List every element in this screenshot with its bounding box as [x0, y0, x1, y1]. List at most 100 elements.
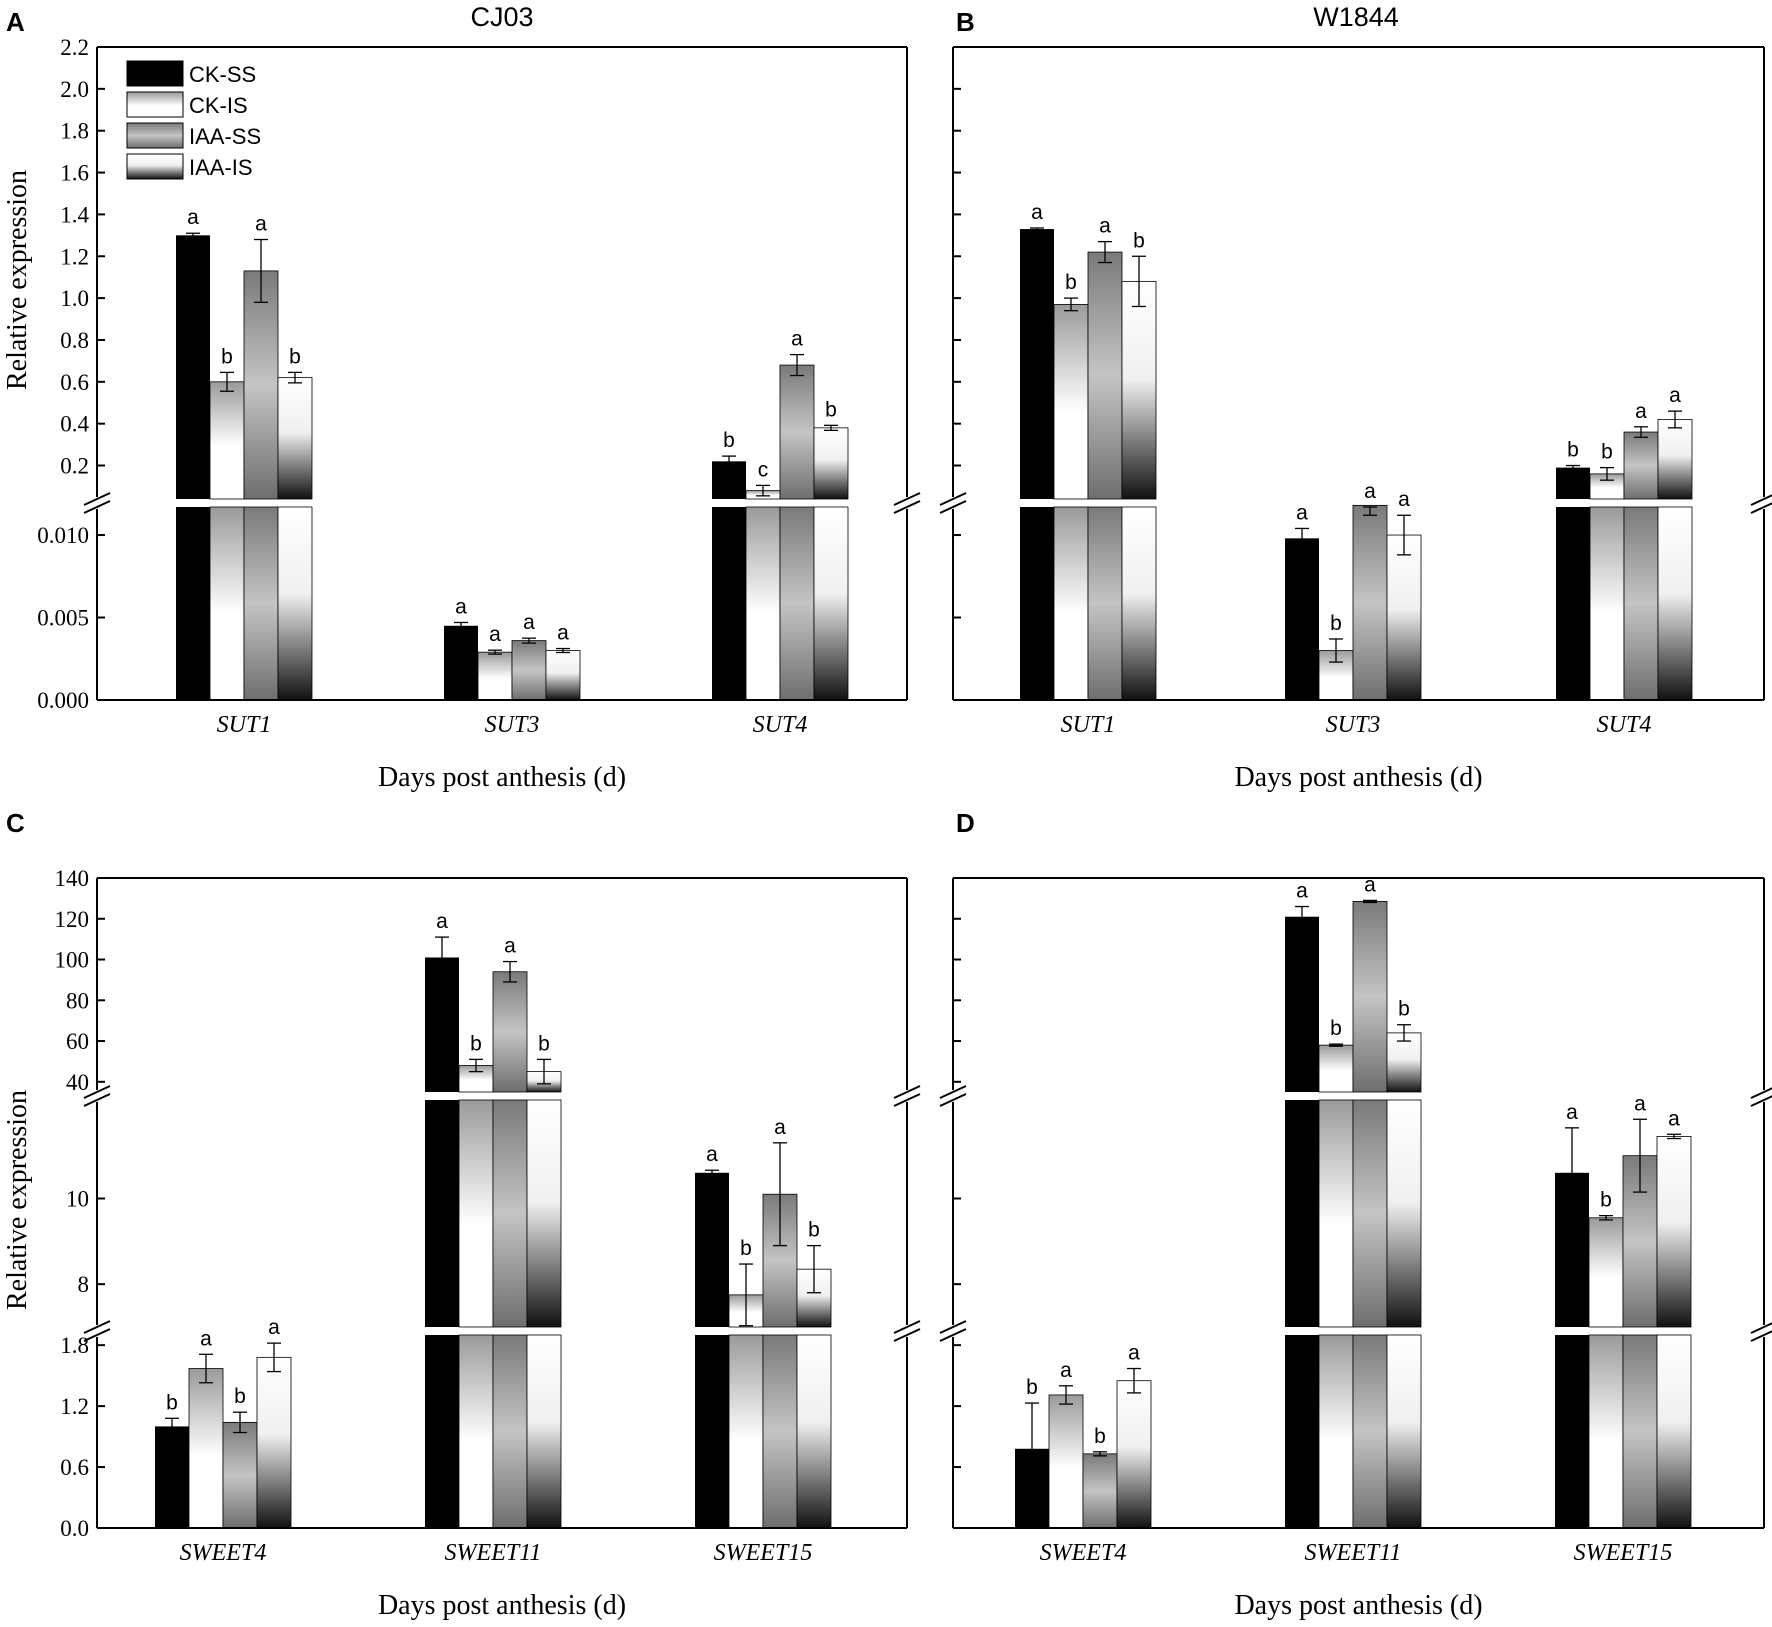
error-bar [1093, 1451, 1107, 1457]
bar-ck-is-sweet4 [1048, 1394, 1084, 1529]
significance-letter: a [1566, 1101, 1578, 1124]
axis-frame [952, 877, 1765, 1529]
category-label: SWEET15 [714, 1540, 813, 1566]
y-tick-label: 1.4 [60, 202, 89, 227]
axis-break-mark [939, 1320, 967, 1342]
significance-letter: a [1669, 384, 1681, 407]
bar-iaa-is-sut1-seg1 [1121, 280, 1157, 500]
bar-ck-ss-sut1 [1020, 507, 1054, 700]
significance-letter: b [808, 1219, 820, 1242]
significance-letter: b [1567, 439, 1579, 462]
bar-iaa-ss-sweet15 [762, 1334, 798, 1529]
significance-letter: a [268, 1316, 280, 1339]
bar-ck-ss-sut3 [1285, 538, 1319, 700]
legend: CK-SS CK-IS IAA-SS IAA-IS [126, 60, 261, 180]
bar-ck-ss-sut1-seg1 [1020, 229, 1054, 500]
bar-ck-ss-sweet4 [155, 1426, 189, 1528]
axis-break-mark [83, 492, 111, 514]
bar-iaa-is-sweet11 [526, 1334, 562, 1529]
y-tick-label: 60 [66, 1029, 89, 1054]
axis-break-mark [83, 1085, 111, 1107]
error-bar [220, 371, 234, 392]
significance-letter: b [1330, 612, 1342, 635]
y-tick-label: 1.2 [60, 244, 89, 269]
significance-letter: b [1133, 229, 1145, 252]
significance-letter: a [1364, 873, 1376, 896]
y-tick-label: 0.2 [60, 454, 89, 479]
bar-iaa-ss-sweet11-seg1 [1352, 1099, 1388, 1328]
bar-ck-is-sut1 [1053, 506, 1089, 701]
bar-ck-ss-sut4-seg1 [712, 461, 746, 499]
significance-letter: a [523, 611, 535, 634]
x-axis-label: Days post anthesis (d) [1234, 762, 1482, 793]
bar-iaa-is-sweet15-seg1 [1656, 1136, 1692, 1328]
significance-letter: b [289, 345, 301, 368]
error-bar [739, 1263, 753, 1327]
error-bar [1059, 1385, 1073, 1405]
axis-break-mark [1750, 1087, 1772, 1107]
bar-ck-ss-sweet11-seg1 [425, 1100, 459, 1327]
legend-swatch [126, 122, 184, 149]
error-bar [1025, 1402, 1039, 1496]
bar-iaa-ss-sweet11-seg1 [492, 1099, 528, 1328]
error-bar [165, 1417, 179, 1436]
legend-label: IAA-IS [189, 155, 253, 180]
category-label: SWEET11 [1305, 1540, 1402, 1566]
significance-letter: b [221, 345, 233, 368]
significance-letter: b [1601, 441, 1613, 464]
category-label: SUT4 [1597, 712, 1652, 738]
bar-ck-ss-sweet11 [1285, 1335, 1319, 1528]
error-bar [1030, 227, 1044, 231]
bar-ck-ss-sut3 [444, 625, 478, 700]
y-tick-label: 0.6 [60, 1455, 89, 1480]
significance-letter: b [723, 429, 735, 452]
significance-letter: a [504, 935, 516, 958]
y-tick-label: 0.000 [37, 688, 89, 713]
y-tick-label: 2.2 [60, 35, 89, 60]
panel-letter: A [6, 7, 25, 37]
error-bar [1329, 638, 1343, 663]
significance-letter: b [538, 1032, 550, 1055]
significance-letter: b [1330, 1017, 1342, 1040]
bar-ck-is-sut3 [477, 651, 513, 701]
bar-ck-is-sweet11-seg1 [1318, 1099, 1354, 1328]
error-bar [1397, 1024, 1411, 1042]
bar-ck-ss-sweet11 [425, 1335, 459, 1528]
error-bar [756, 484, 770, 497]
category-label: SWEET11 [445, 1540, 542, 1566]
significance-letter: a [1635, 400, 1647, 423]
axis-break-mark [893, 1085, 921, 1107]
bar-iaa-ss-sweet15 [1622, 1334, 1658, 1529]
error-bar [773, 1142, 787, 1247]
significance-letter: c [758, 458, 769, 481]
error-bar [1599, 1214, 1613, 1221]
y-tick-label: 2.0 [60, 77, 89, 102]
error-bar [469, 1058, 483, 1073]
significance-letter: a [1128, 1342, 1140, 1365]
chart-title: W1844 [1313, 2, 1399, 32]
bar-iaa-ss-sut4 [779, 506, 815, 701]
legend-label: CK-SS [189, 62, 256, 87]
error-bar [1098, 240, 1112, 264]
axis-frame [96, 877, 908, 1529]
bar-iaa-ss-sweet11-seg2 [1352, 901, 1388, 1093]
axis-break-mark [1750, 1322, 1772, 1342]
legend-label: IAA-SS [189, 124, 261, 149]
error-bar [503, 960, 517, 983]
bar-ck-ss-sut4 [1556, 507, 1590, 700]
y-tick-label: 8 [78, 1272, 90, 1297]
bar-iaa-is-sweet4 [1116, 1380, 1152, 1529]
legend-label: CK-IS [189, 93, 248, 118]
bar-ck-ss-sut1 [176, 507, 210, 700]
bar-iaa-is-sweet11-seg1 [1386, 1099, 1422, 1328]
significance-letter: a [557, 622, 569, 645]
bar-ck-is-sut1 [209, 506, 245, 701]
bar-ck-is-sweet15-seg1 [1588, 1217, 1624, 1328]
bar-iaa-is-sut4-seg1 [813, 427, 849, 500]
category-label: SUT1 [217, 712, 272, 738]
bar-iaa-ss-sweet15-seg1 [762, 1193, 798, 1328]
bar-iaa-is-sweet15 [1656, 1334, 1692, 1529]
error-bar [1634, 426, 1648, 438]
significance-letter: a [1296, 501, 1308, 524]
